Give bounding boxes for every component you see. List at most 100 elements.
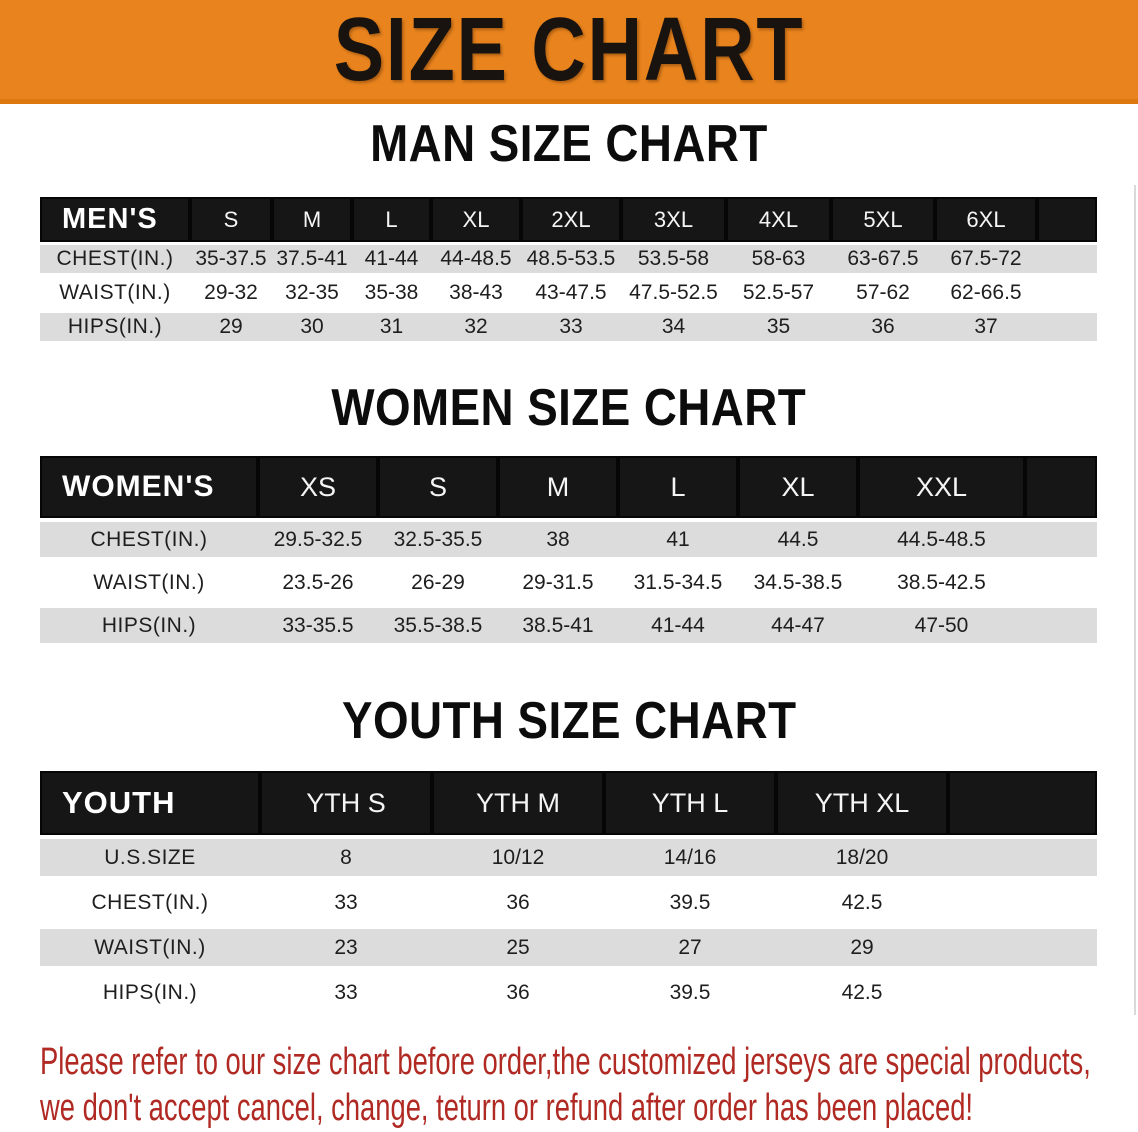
measurement-value: 38-43	[431, 274, 521, 312]
filler-cell	[1025, 518, 1097, 561]
measurement-value: 33	[521, 310, 621, 344]
measurement-row: U.S.SIZE 8 10/12 14/16 18/20	[40, 835, 1097, 880]
size-column-header: S	[378, 456, 498, 520]
measurement-label: U.S.SIZE	[40, 835, 260, 880]
women-section-heading-text: WOMEN SIZE CHART	[331, 379, 807, 437]
women-section-heading: WOMEN SIZE CHART	[0, 382, 1138, 434]
measurement-value: 29.5-32.5	[258, 518, 378, 561]
measurement-value: 38.5-41	[498, 604, 618, 647]
page-title: SIZE CHART	[333, 0, 805, 100]
filler-cell	[1025, 456, 1097, 520]
measurement-value: 14/16	[604, 835, 776, 880]
measurement-row: HIPS(IN.) 29 30 31 32 33 34 35 36 37	[40, 310, 1097, 344]
measurement-row: WAIST(IN.) 23.5-26 26-29 29-31.5 31.5-34.5 34…	[40, 559, 1097, 606]
banner: SIZE CHART	[0, 0, 1138, 104]
size-column-header: XXL	[858, 456, 1025, 520]
measurement-value: 35	[726, 310, 831, 344]
filler-cell	[948, 771, 1097, 837]
filler-cell	[948, 925, 1097, 970]
measurement-value: 44-48.5	[431, 242, 521, 276]
size-column-header: 2XL	[521, 197, 621, 244]
youth-section-heading: YOUTH SIZE CHART	[0, 695, 1138, 747]
measurement-value: 41-44	[618, 604, 738, 647]
measurement-value: 39.5	[604, 878, 776, 927]
measurement-row: CHEST(IN.) 35-37.5 37.5-41 41-44 44-48.5 48.5…	[40, 242, 1097, 276]
measurement-value: 52.5-57	[726, 274, 831, 312]
measurement-value: 38.5-42.5	[858, 559, 1025, 606]
measurement-value: 30	[272, 310, 352, 344]
measurement-value: 31	[352, 310, 431, 344]
measurement-value: 31.5-34.5	[618, 559, 738, 606]
measurement-value: 27	[604, 925, 776, 970]
size-column-header: M	[272, 197, 352, 244]
size-column-header: XL	[431, 197, 521, 244]
measurement-label: CHEST(IN.)	[40, 518, 258, 561]
measurement-value: 47.5-52.5	[621, 274, 726, 312]
measurement-value: 29	[190, 310, 272, 344]
measurement-value: 26-29	[378, 559, 498, 606]
measurement-value: 44.5-48.5	[858, 518, 1025, 561]
size-column-header: 6XL	[935, 197, 1037, 244]
measurement-value: 29-32	[190, 274, 272, 312]
size-column-header: XL	[738, 456, 858, 520]
measurement-row: HIPS(IN.) 33 36 39.5 42.5	[40, 968, 1097, 1015]
measurement-row: HIPS(IN.) 33-35.5 35.5-38.5 38.5-41 41-44 44-…	[40, 604, 1097, 647]
measurement-value: 36	[831, 310, 935, 344]
men-size-table: MEN'S S M L XL 2XL 3XL 4XL 5XL 6XL CHEST(IN.) 35-37…	[40, 197, 1097, 344]
measurement-value: 25	[432, 925, 604, 970]
measurement-value: 39.5	[604, 968, 776, 1015]
measurement-value: 41-44	[352, 242, 431, 276]
measurement-value: 33	[260, 968, 432, 1015]
measurement-value: 18/20	[776, 835, 948, 880]
measurement-value: 36	[432, 878, 604, 927]
measurement-value: 35-37.5	[190, 242, 272, 276]
measurement-value: 38	[498, 518, 618, 561]
youth-section-heading-text: YOUTH SIZE CHART	[341, 692, 797, 750]
filler-cell	[1025, 559, 1097, 606]
size-column-header: XS	[258, 456, 378, 520]
measurement-value: 32-35	[272, 274, 352, 312]
filler-cell	[948, 878, 1097, 927]
men-section-heading-text: MAN SIZE CHART	[370, 115, 768, 173]
size-column-header: M	[498, 456, 618, 520]
filler-cell	[948, 835, 1097, 880]
measurement-label: HIPS(IN.)	[40, 968, 260, 1015]
measurement-label: WAIST(IN.)	[40, 925, 260, 970]
measurement-value: 10/12	[432, 835, 604, 880]
measurement-value: 47-50	[858, 604, 1025, 647]
measurement-value: 58-63	[726, 242, 831, 276]
men-section: MAN SIZE CHART MEN'S S M L XL 2XL 3XL 4XL 5XL 6XL…	[0, 118, 1138, 344]
filler-cell	[1037, 242, 1097, 276]
size-column-header: YTH S	[260, 771, 432, 837]
filler-cell	[1037, 197, 1097, 244]
measurement-label: HIPS(IN.)	[40, 604, 258, 647]
measurement-value: 33	[260, 878, 432, 927]
size-column-header: YTH XL	[776, 771, 948, 837]
size-column-header: L	[618, 456, 738, 520]
size-column-header: S	[190, 197, 272, 244]
measurement-value: 53.5-58	[621, 242, 726, 276]
measurement-value: 62-66.5	[935, 274, 1037, 312]
measurement-value: 37	[935, 310, 1037, 344]
measurement-row: WAIST(IN.) 23 25 27 29	[40, 925, 1097, 970]
measurement-value: 32.5-35.5	[378, 518, 498, 561]
measurement-value: 42.5	[776, 968, 948, 1015]
size-column-header: 3XL	[621, 197, 726, 244]
measurement-label: WAIST(IN.)	[40, 559, 258, 606]
filler-cell	[1025, 604, 1097, 647]
measurement-value: 37.5-41	[272, 242, 352, 276]
measurement-value: 36	[432, 968, 604, 1015]
measurement-label: CHEST(IN.)	[40, 878, 260, 927]
measurement-value: 34.5-38.5	[738, 559, 858, 606]
size-column-header: YTH M	[432, 771, 604, 837]
filler-cell	[1037, 310, 1097, 344]
size-column-header: L	[352, 197, 431, 244]
women-section: WOMEN SIZE CHART WOMEN'S XS S M L XL XXL CHEST(…	[0, 382, 1138, 647]
measurement-row: CHEST(IN.) 33 36 39.5 42.5	[40, 878, 1097, 927]
measurement-value: 35-38	[352, 274, 431, 312]
filler-cell	[1037, 274, 1097, 312]
measurement-value: 57-62	[831, 274, 935, 312]
measurement-value: 33-35.5	[258, 604, 378, 647]
men-section-heading: MAN SIZE CHART	[0, 118, 1138, 170]
measurement-value: 29-31.5	[498, 559, 618, 606]
